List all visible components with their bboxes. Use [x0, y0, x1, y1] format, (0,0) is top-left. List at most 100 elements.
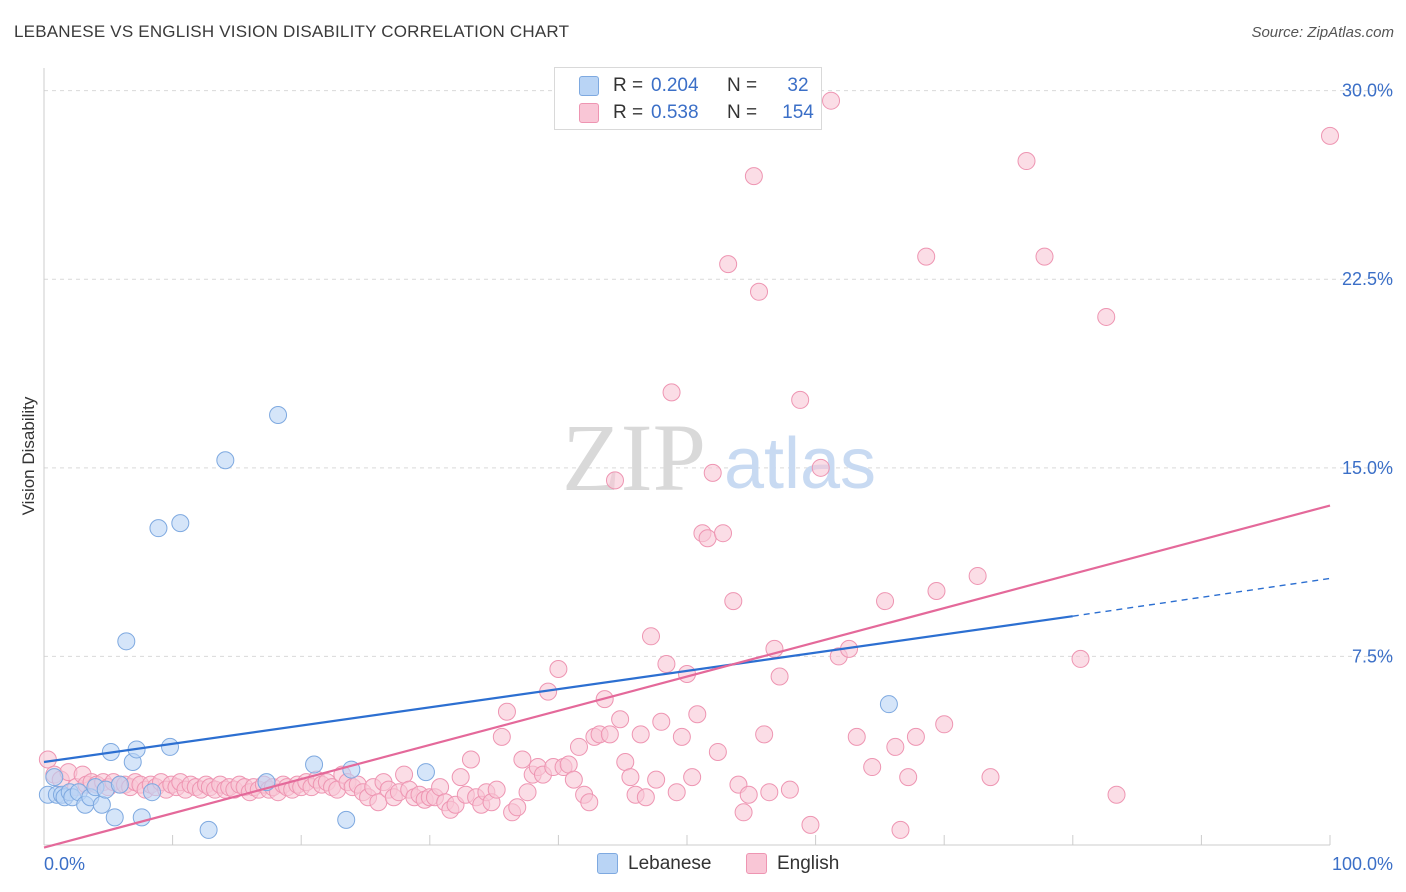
lebanese-point [117, 632, 136, 651]
grid-lines [44, 90, 1395, 657]
watermark-atlas: atlas [724, 424, 876, 504]
lebanese-point [110, 775, 129, 794]
trendline-english [43, 504, 1331, 849]
english-point [968, 566, 987, 585]
lebanese-point [216, 451, 235, 470]
lebanese-point [171, 514, 190, 533]
english-point [451, 768, 470, 787]
y-tick-label: 22.5% [1342, 269, 1393, 289]
x-tick-label: 100.0% [1332, 854, 1393, 874]
lebanese-point [161, 737, 180, 756]
english-point [569, 737, 588, 756]
english-point [621, 768, 640, 787]
legend-n-value: 32 [787, 75, 809, 96]
english-point [395, 765, 414, 784]
english-point [876, 592, 895, 611]
lebanese-point [305, 755, 324, 774]
english-point [497, 702, 516, 721]
english-point [518, 783, 537, 802]
legend-swatch-english [579, 103, 599, 123]
english-point [755, 725, 774, 744]
english-point [461, 750, 480, 769]
english-point [891, 820, 910, 839]
english-point [927, 582, 946, 601]
english-point [559, 755, 578, 774]
english-point [981, 768, 1000, 787]
english-point [652, 712, 671, 731]
trendline-lebanese-extrapolated [1072, 577, 1331, 617]
lebanese-point [92, 795, 111, 814]
english-point [719, 255, 738, 274]
english-point [611, 710, 630, 729]
english-point [1071, 649, 1090, 668]
tick-labels: 7.5% 15.0% 22.5% 30.0% 0.0% 100.0% [44, 81, 1393, 874]
english-point [734, 803, 753, 822]
bottom-legend-label: Lebanese [628, 853, 712, 874]
english-point [549, 659, 568, 678]
lebanese-point [879, 695, 898, 714]
correlation-legend: R = 0.204 N = 32 R = 0.538 N = 154 [554, 67, 822, 130]
english-point [791, 390, 810, 409]
english-point [683, 768, 702, 787]
english-point [847, 727, 866, 746]
legend-n-value: 154 [782, 102, 814, 123]
english-point [698, 529, 717, 548]
english-point [1035, 247, 1054, 266]
english-point [616, 753, 635, 772]
english-point [770, 667, 789, 686]
english-point [641, 627, 660, 646]
english-point [513, 750, 532, 769]
english-point [662, 383, 681, 402]
lebanese-point [105, 808, 124, 827]
legend-r-value: 0.538 [651, 102, 699, 123]
english-point [811, 458, 830, 477]
watermark: ZIP atlas [562, 404, 876, 511]
legend-n-label: N = [727, 75, 758, 96]
english-point [667, 783, 686, 802]
lebanese-point [199, 820, 218, 839]
trendlines [43, 504, 1331, 849]
axes [43, 68, 1331, 846]
watermark-zip: ZIP [562, 404, 706, 511]
english-point [636, 788, 655, 807]
english-point [801, 815, 820, 834]
english-point [714, 524, 733, 543]
english-point [647, 770, 666, 789]
english-point [1107, 785, 1126, 804]
english-point [492, 727, 511, 746]
x-tick-label: 0.0% [44, 854, 85, 874]
english-point [708, 742, 727, 761]
lebanese-point [143, 783, 162, 802]
bottom-legend-swatch-english [746, 853, 767, 874]
lebanese-point [45, 768, 64, 787]
english-point [657, 654, 676, 673]
english-point [822, 91, 841, 110]
chart-title: LEBANESE VS ENGLISH VISION DISABILITY CO… [14, 22, 570, 41]
english-point [886, 737, 905, 756]
english-point [744, 167, 763, 186]
english-point [1321, 126, 1339, 145]
legend-r-label: R = [613, 102, 644, 123]
english-point [760, 783, 779, 802]
english-point [564, 770, 583, 789]
legend-swatch-lebanese [579, 76, 599, 96]
english-point [38, 750, 57, 769]
legend-n-label: N = [727, 102, 758, 123]
english-point [672, 727, 691, 746]
english-point [750, 282, 769, 301]
english-point [724, 592, 743, 611]
english-point [1017, 152, 1036, 171]
y-tick-label: 30.0% [1342, 81, 1393, 101]
chart-source: Source: ZipAtlas.com [1251, 24, 1394, 41]
english-point [431, 778, 450, 797]
english-point [600, 725, 619, 744]
lebanese-point [269, 406, 288, 425]
english-point [580, 793, 599, 812]
trendline-lebanese [43, 615, 1073, 764]
legend-r-label: R = [613, 75, 644, 96]
english-point [508, 798, 527, 817]
lebanese-point [416, 763, 435, 782]
english-point [1097, 307, 1116, 326]
lebanese-point [337, 810, 356, 829]
